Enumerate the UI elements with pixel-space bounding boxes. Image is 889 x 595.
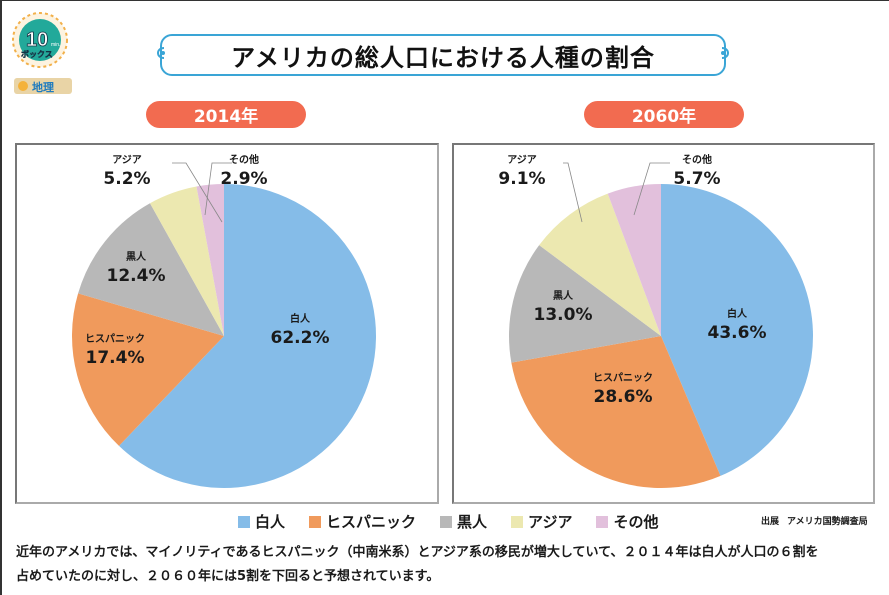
- pie-slice-black: [509, 245, 661, 363]
- logo-sub: ボックス: [21, 49, 53, 59]
- pie-slice-hispanic: [72, 293, 224, 446]
- year-badge-2014: 2014年: [146, 101, 306, 128]
- legend-swatch: [309, 515, 322, 528]
- pie-slice-white: [661, 184, 814, 476]
- logo: 10 min. ボックス 地理: [10, 10, 82, 98]
- slice-value-label: 62.2%: [271, 328, 330, 348]
- legend-item-asian: アジア: [511, 511, 572, 532]
- legend: 白人 ヒスパニック 黒人 アジア その他: [238, 511, 682, 532]
- pie-0: [72, 184, 377, 489]
- legend-swatch: [238, 515, 250, 528]
- pie-1: [509, 184, 814, 488]
- slice-category-label: その他: [682, 153, 712, 166]
- slice-value-label: 12.4%: [107, 266, 166, 286]
- pie-slice-white: [118, 184, 377, 489]
- frame-top: [0, 0, 889, 1]
- leader-line: [172, 162, 223, 223]
- source-label: 出展: [761, 517, 780, 527]
- logo-badge: [18, 81, 28, 91]
- slice-value-label: 17.4%: [86, 348, 145, 368]
- legend-label: その他: [613, 513, 659, 531]
- slice-category-label: ヒスパニック: [593, 372, 653, 384]
- slice-category-label: ヒスパニック: [85, 333, 145, 345]
- leader-line: [633, 162, 670, 216]
- description: 近年のアメリカでは、マイノリティであるヒスパニック（中南米系）とアジア系の移民が…: [16, 541, 876, 589]
- legend-item-hispanic: ヒスパニック: [309, 511, 416, 532]
- frame-left: [0, 0, 2, 595]
- slice-category-label: その他: [229, 153, 259, 166]
- logo-banner: [14, 78, 72, 94]
- pie-slice-black: [78, 203, 224, 336]
- legend-item-black: 黒人: [440, 511, 487, 532]
- legend-item-white: 白人: [238, 511, 285, 532]
- logo-disc: [19, 19, 61, 61]
- pie-slice-other: [196, 184, 224, 336]
- year-badge-2060: 2060年: [584, 101, 744, 128]
- pie-slice-other: [607, 184, 661, 336]
- legend-label: 白人: [255, 513, 286, 531]
- slice-category-label: アジア: [112, 154, 142, 166]
- pie-slice-asian: [150, 186, 224, 336]
- leader-line: [563, 162, 583, 223]
- slice-value-label: 9.1%: [498, 169, 545, 189]
- legend-swatch: [440, 515, 453, 528]
- logo-number: 10: [26, 29, 48, 51]
- slice-category-label: 白人: [727, 307, 748, 320]
- slice-value-label: 28.6%: [594, 387, 653, 407]
- legend-swatch: [511, 515, 524, 528]
- slice-value-label: 43.6%: [708, 323, 767, 343]
- legend-label: ヒスパニック: [326, 513, 417, 531]
- slice-value-label: 2.9%: [220, 169, 267, 189]
- source-credit: 出展 アメリカ国勢調査局: [761, 514, 876, 527]
- description-line-1: 近年のアメリカでは、マイノリティであるヒスパニック（中南米系）とアジア系の移民が…: [16, 545, 819, 560]
- leader-line: [204, 162, 232, 216]
- legend-item-other: その他: [596, 511, 658, 532]
- description-line-2: 占めていたのに対し、２０６０年には5割を下回ると予想されています。: [16, 569, 440, 584]
- logo-unit: min.: [51, 42, 60, 48]
- legend-label: アジア: [528, 513, 573, 531]
- slice-category-label: 白人: [290, 312, 311, 325]
- source-value: アメリカ国勢調査局: [787, 517, 868, 527]
- pie-slice-hispanic: [511, 336, 721, 488]
- title-box: アメリカの総人口における人種の割合: [157, 34, 729, 76]
- slice-category-label: 黒人: [553, 289, 574, 302]
- legend-swatch: [596, 515, 609, 528]
- page-title: アメリカの総人口における人種の割合: [231, 43, 655, 72]
- legend-label: 黒人: [457, 513, 488, 531]
- slice-category-label: アジア: [507, 154, 537, 166]
- slice-category-label: 黒人: [126, 250, 147, 263]
- curl-left-icon: [157, 47, 165, 59]
- slice-value-label: 13.0%: [534, 305, 593, 325]
- slice-value-label: 5.2%: [103, 169, 150, 189]
- slice-value-label: 5.7%: [673, 169, 720, 189]
- logo-subject: 地理: [32, 80, 54, 94]
- curl-right-icon: [721, 47, 729, 59]
- pie-slice-asian: [539, 193, 661, 336]
